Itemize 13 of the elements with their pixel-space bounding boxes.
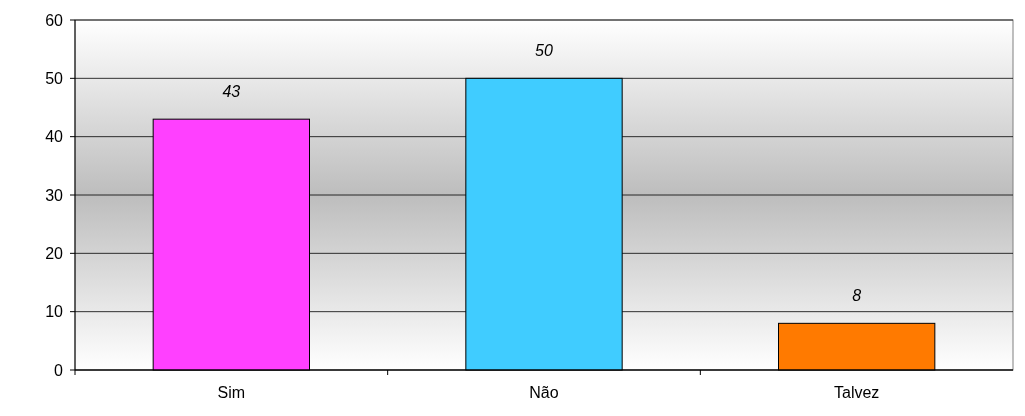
data-label: 50 [535, 42, 553, 60]
y-tick-label: 60 [45, 11, 64, 29]
data-label: 8 [852, 287, 862, 305]
y-tick-label: 0 [54, 361, 64, 379]
y-tick-label: 50 [45, 69, 64, 87]
y-tick-label: 30 [45, 186, 64, 204]
x-tick-label: Sim [217, 384, 246, 401]
y-tick-label: 40 [45, 128, 64, 146]
x-tick-label: Talvez [833, 384, 880, 401]
x-tick-label: Não [529, 384, 559, 401]
y-tick-label: 10 [45, 303, 64, 321]
data-label: 43 [222, 83, 241, 101]
y-tick-label: 20 [45, 244, 64, 262]
